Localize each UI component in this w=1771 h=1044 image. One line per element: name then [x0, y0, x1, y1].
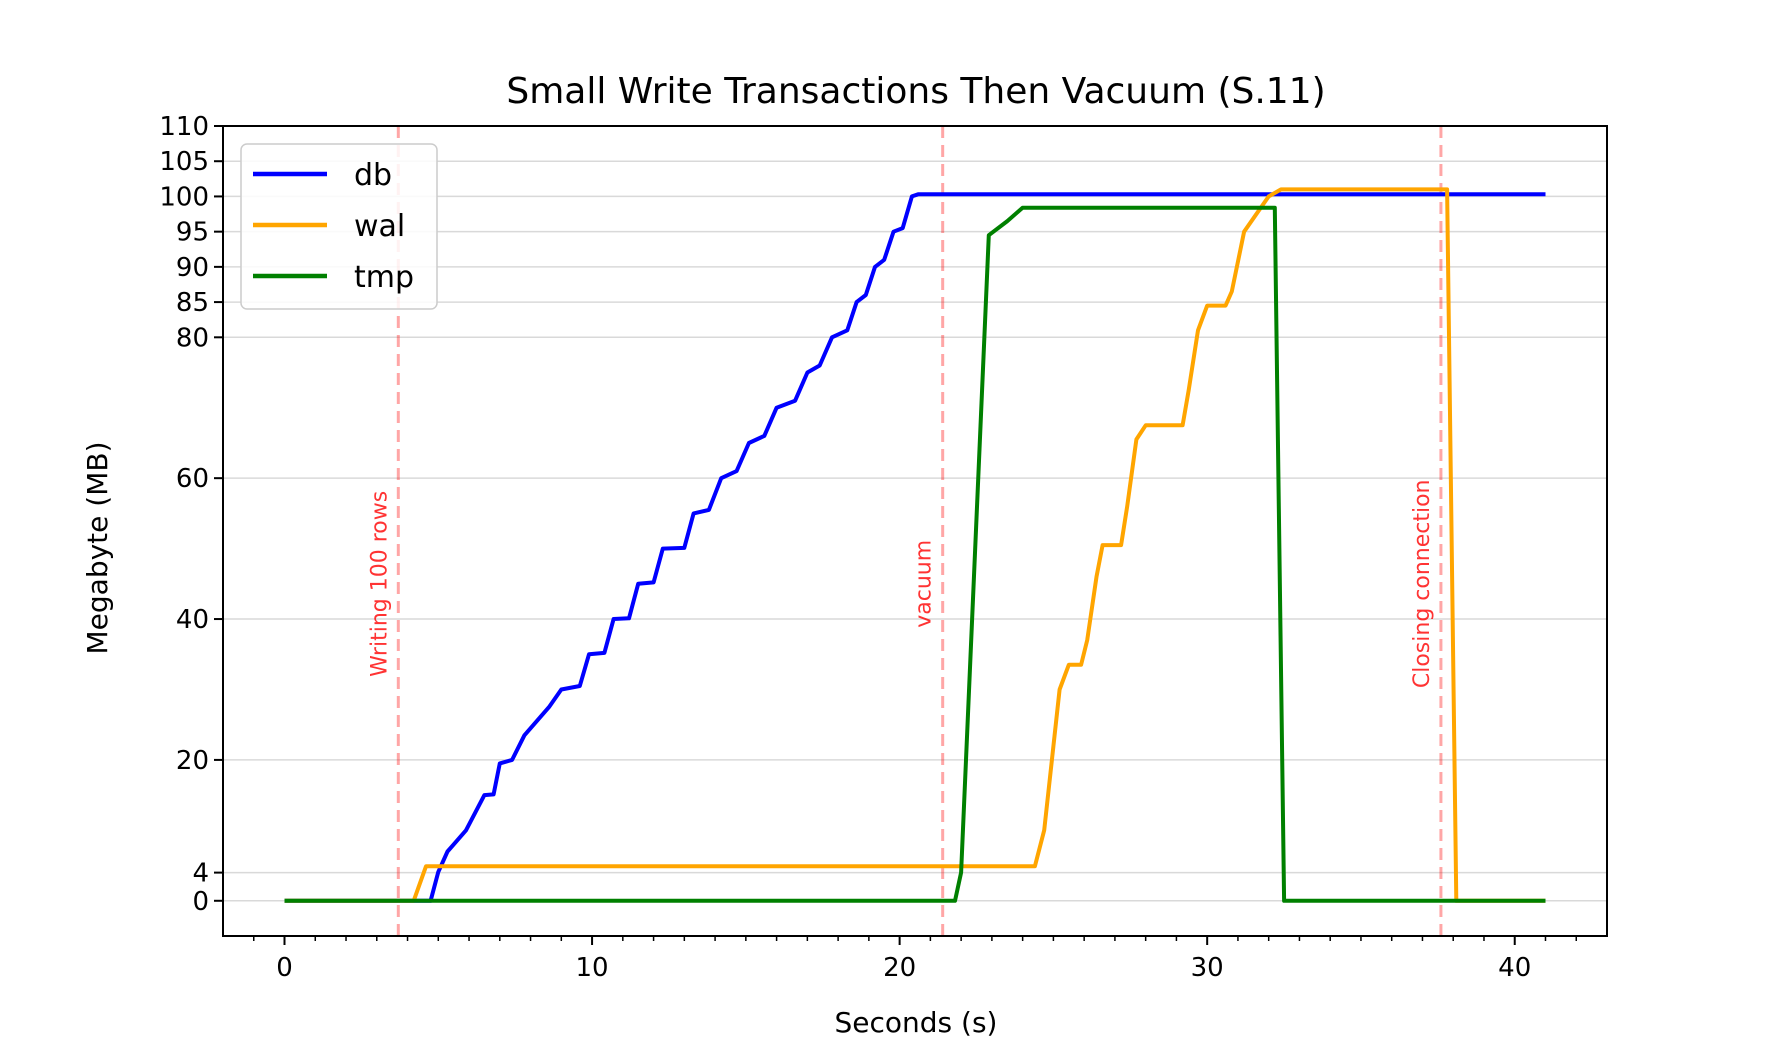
legend-label-wal: wal [354, 209, 405, 244]
y-tick-label: 20 [176, 746, 209, 776]
y-axis-ticks: 04 20 40 60 80 85 90 95 100 105 110 [159, 112, 223, 917]
y-tick-label: 90 [176, 253, 209, 283]
x-tick-label: 0 [276, 953, 293, 983]
y-tick-label: 95 [176, 218, 209, 248]
series-line-tmp [284, 205, 1546, 903]
legend-label-tmp: tmp [354, 260, 414, 295]
annotation-label: vacuum [912, 540, 937, 628]
y-tick-label: 0 [192, 887, 209, 917]
y-tick-label: 110 [159, 112, 209, 142]
chart-title: Small Write Transactions Then Vacuum (S.… [506, 71, 1325, 112]
x-axis-ticks: 0 10 20 30 40 [253, 936, 1577, 983]
legend: db wal tmp [240, 143, 438, 310]
y-tick-label: 4 [192, 859, 209, 889]
y-tick-label: 40 [176, 605, 209, 635]
x-tick-label: 10 [576, 953, 609, 983]
x-tick-label: 30 [1191, 953, 1224, 983]
series-line-db [284, 192, 1546, 903]
x-tick-label: 40 [1498, 953, 1531, 983]
y-tick-label: 80 [176, 323, 209, 353]
y-tick-label: 105 [159, 147, 209, 177]
x-tick-label: 20 [883, 953, 916, 983]
y-axis-title: Megabyte (MB) [81, 442, 114, 655]
x-axis-title: Seconds (s) [835, 1006, 998, 1039]
legend-label-db: db [354, 158, 392, 193]
annotation-lines: Writing 100 rows vacuum Closing connection [367, 126, 1443, 936]
series-lines [284, 187, 1546, 903]
annotation-label: Closing connection [1410, 480, 1435, 689]
legend-box [240, 143, 438, 310]
plot-frame [222, 125, 1608, 937]
annotation-label: Writing 100 rows [367, 491, 392, 677]
y-tick-label: 85 [176, 288, 209, 318]
y-tick-label: 100 [159, 182, 209, 212]
y-tick-label: 60 [176, 464, 209, 494]
